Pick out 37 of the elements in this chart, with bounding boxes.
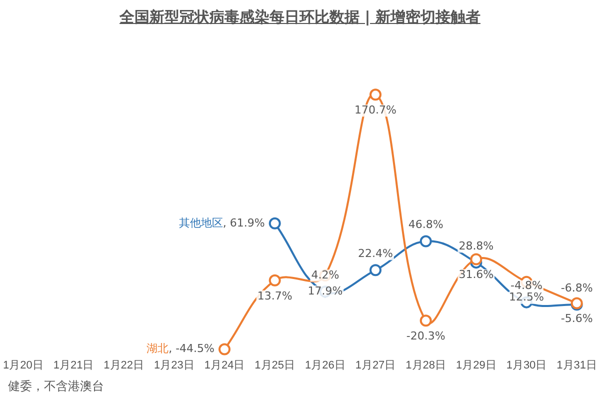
x-tick-label: 1月25日: [254, 359, 296, 372]
data-label: -20.3%: [406, 330, 446, 343]
chart-title: 全国新型冠状病毒感染每日环比数据 | 新增密切接触者: [118, 8, 482, 27]
point: [268, 274, 281, 286]
point: [470, 253, 482, 266]
point: [420, 235, 432, 248]
data-label: -6.8%: [560, 282, 593, 295]
x-tick-label: 1月24日: [204, 359, 245, 372]
x-tick-label: 1月31日: [556, 359, 598, 372]
data-label: 31.6%: [458, 268, 494, 282]
data-label: 46.8%: [408, 218, 444, 232]
point: [420, 314, 432, 327]
text: 其他地区: [178, 216, 223, 230]
data-label: 28.8%: [458, 239, 494, 252]
data-label: , 61.9%: [222, 216, 265, 230]
text: 健委，不含港澳台: [8, 378, 104, 395]
point: [370, 264, 382, 276]
x-tick-label: 1月29日: [456, 359, 496, 372]
x-tick-label: 1月27日: [355, 359, 396, 372]
data-label: -4.8%: [510, 279, 542, 292]
x-tick-label: 1月26日: [304, 359, 346, 372]
point: [218, 343, 231, 356]
text: 湖北: [146, 342, 169, 356]
point: [370, 88, 382, 101]
x-tick-label: 1月21日: [53, 359, 94, 372]
x-tick-label: 1月22日: [104, 359, 144, 372]
x-tick-label: 1月30日: [506, 359, 547, 372]
x-tick-label: 1月20日: [2, 359, 44, 372]
x-tick-label: 1月23日: [154, 359, 194, 372]
data-label: 170.7%: [354, 104, 396, 117]
x-tick-label: 1月28日: [406, 359, 446, 372]
data-label: , -44.5%: [168, 342, 215, 356]
data-label: -5.6%: [560, 312, 593, 326]
data-label: 22.4%: [358, 246, 393, 260]
point: [268, 217, 281, 230]
data-label: 13.7%: [257, 289, 292, 302]
data-label: 12.5%: [509, 290, 544, 304]
